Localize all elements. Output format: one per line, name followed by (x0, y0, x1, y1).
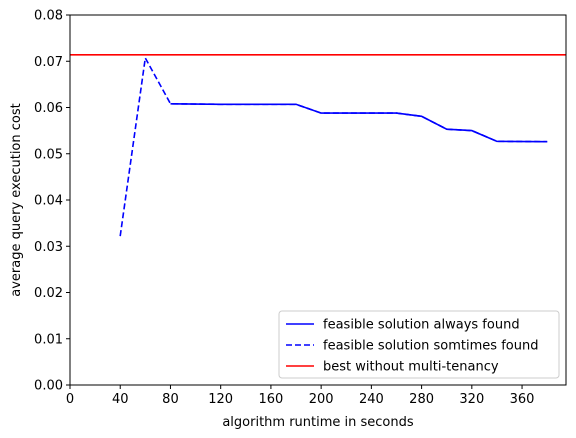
y-axis-ticks: 0.00 0.01 0.02 0.03 0.04 0.05 0.06 0.07 0.08 (34, 9, 70, 394)
x-tick-label: 240 (359, 392, 384, 407)
legend-box (278, 310, 560, 379)
y-tick-label: 0.04 (34, 194, 63, 209)
x-tick-label: 200 (309, 392, 334, 407)
y-tick-label: 0.02 (34, 286, 63, 301)
y-tick-label: 0.07 (34, 55, 63, 70)
x-tick-label: 0 (66, 392, 74, 407)
y-tick-label: 0.00 (34, 379, 63, 394)
series-line-2 (119, 55, 548, 237)
x-tick-label: 40 (112, 392, 129, 407)
x-axis-label: algorithm runtime in seconds (222, 415, 414, 430)
x-axis-ticks: 0 40 80 120 160 200 240 280 320 360 (66, 385, 535, 407)
y-tick-label: 0.08 (34, 9, 63, 24)
y-tick-label: 0.03 (34, 240, 63, 255)
y-tick-label: 0.06 (34, 101, 63, 116)
legend-entry: feasible solution always found (323, 318, 520, 333)
x-tick-label: 280 (409, 392, 434, 407)
x-tick-label: 80 (162, 392, 179, 407)
legend: feasible solution always found feasible s… (278, 310, 560, 379)
legend-entry: feasible solution somtimes found (323, 339, 538, 354)
x-tick-label: 320 (459, 392, 484, 407)
x-tick-label: 120 (208, 392, 233, 407)
series-line-1 (170, 103, 548, 143)
y-tick-label: 0.01 (34, 332, 63, 347)
x-tick-label: 160 (258, 392, 283, 407)
legend-entry: best without multi-tenancy (323, 360, 499, 375)
plot-lines (70, 53, 566, 237)
y-tick-label: 0.05 (34, 147, 63, 162)
x-tick-label: 360 (510, 392, 535, 407)
y-axis-label: average query execution cost (9, 103, 24, 296)
